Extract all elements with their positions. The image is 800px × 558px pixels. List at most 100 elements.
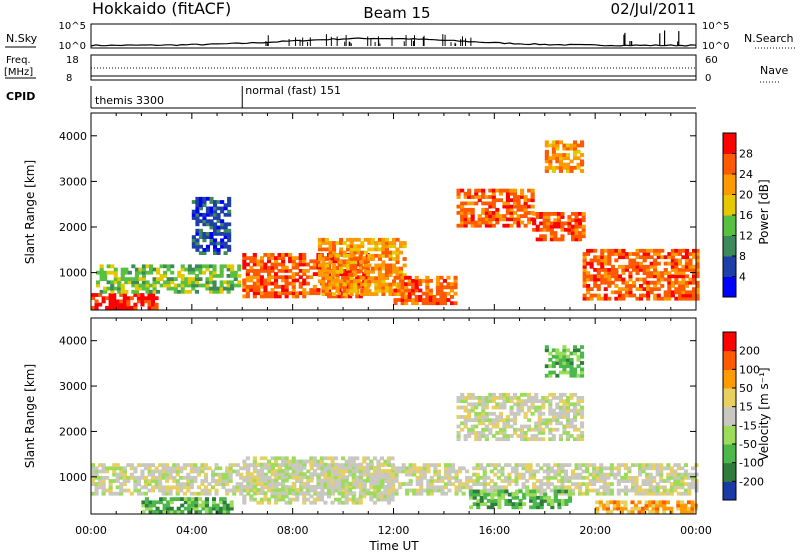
velocity-cell <box>602 479 607 483</box>
velocity-cell <box>320 466 325 471</box>
power-cell <box>527 188 532 193</box>
velocity-cell <box>563 472 568 477</box>
power-cell <box>677 268 682 272</box>
velocity-cell <box>284 469 289 473</box>
power-cell <box>194 289 199 294</box>
power-cell <box>226 283 231 288</box>
velocity-cell <box>330 459 335 464</box>
velocity-cell <box>288 459 293 464</box>
power-cell <box>560 212 565 216</box>
power-cell <box>91 293 96 297</box>
power-cell <box>621 287 626 291</box>
velocity-cell <box>263 491 268 496</box>
velocity-cell <box>348 469 353 473</box>
velocity-cell <box>447 466 452 471</box>
power-cell <box>242 284 247 289</box>
power-cell <box>166 277 171 281</box>
velocity-cell <box>208 506 213 511</box>
velocity-cell <box>246 463 251 467</box>
velocity-cell <box>516 408 521 413</box>
power-cell <box>120 270 125 275</box>
velocity-cell <box>288 475 293 480</box>
velocity-cell <box>141 509 146 514</box>
velocity-cell <box>351 494 356 499</box>
power-cell <box>614 268 619 272</box>
power-cell <box>656 287 661 291</box>
power-cell <box>339 282 344 287</box>
power-cell <box>642 293 647 298</box>
power-cell <box>99 270 104 275</box>
power-cell <box>237 274 242 278</box>
velocity-cell <box>263 485 268 489</box>
power-cell <box>684 255 689 260</box>
velocity-cell <box>337 488 342 492</box>
power-cell <box>216 232 221 236</box>
power-cell <box>180 286 185 291</box>
power-cell <box>198 206 203 211</box>
velocity-cell <box>337 465 342 470</box>
power-cell <box>656 248 661 253</box>
power-cell <box>112 302 117 307</box>
power-cell <box>428 298 433 302</box>
velocity-cell <box>133 469 138 474</box>
velocity-cell <box>563 463 568 467</box>
velocity-cell <box>539 499 544 503</box>
velocity-cell <box>225 488 230 493</box>
velocity-cell <box>249 497 254 502</box>
velocity-cell <box>426 485 431 490</box>
power-cell <box>646 268 651 272</box>
velocity-cell <box>390 497 395 502</box>
velocity-cell <box>549 482 554 486</box>
power-cell <box>324 273 329 277</box>
power-cell <box>491 223 496 228</box>
power-cell <box>298 284 303 289</box>
power-cell <box>191 270 196 275</box>
power-cell <box>245 294 250 299</box>
velocity-cell <box>530 402 535 407</box>
velocity-cell <box>229 503 234 508</box>
velocity-cell <box>541 431 546 435</box>
power-cell <box>656 296 661 301</box>
velocity-cell <box>576 354 581 359</box>
velocity-cell <box>655 469 660 474</box>
velocity-cell <box>645 482 650 486</box>
velocity-cell <box>312 485 317 489</box>
velocity-cell <box>143 482 148 486</box>
power-cell <box>334 259 339 264</box>
velocity-cell <box>351 491 356 496</box>
power-cell <box>674 296 679 301</box>
velocity-cell <box>369 463 374 467</box>
power-cell <box>170 286 175 291</box>
velocity-cell <box>599 466 604 471</box>
power-cell <box>242 294 247 299</box>
power-cell <box>667 293 672 298</box>
power-cell <box>656 293 661 298</box>
velocity-cell <box>122 466 127 471</box>
velocity-cell <box>634 488 639 493</box>
velocity-cell <box>263 472 268 477</box>
velocity-cell <box>634 491 639 496</box>
velocity-cell <box>412 466 417 471</box>
power-cell <box>335 279 340 284</box>
velocity-cell <box>344 494 349 499</box>
power-cell <box>384 247 389 252</box>
power-cell <box>216 251 221 255</box>
velocity-cell <box>546 499 551 503</box>
velocity-cell <box>651 509 656 514</box>
colorbar-swatch <box>723 215 736 236</box>
power-cell <box>439 291 444 296</box>
velocity-cell <box>189 466 194 471</box>
velocity-cell <box>212 497 217 501</box>
velocity-cell <box>252 497 257 502</box>
velocity-cell <box>484 396 489 400</box>
velocity-cell <box>387 485 392 490</box>
power-cell <box>565 162 570 167</box>
velocity-cell <box>495 431 500 435</box>
power-cell <box>653 287 658 291</box>
power-cell <box>621 271 626 275</box>
velocity-cell <box>226 506 231 511</box>
velocity-cell <box>553 492 558 497</box>
power-cell <box>298 275 303 280</box>
power-cell <box>256 262 261 267</box>
cpid-label: CPID <box>6 90 35 103</box>
